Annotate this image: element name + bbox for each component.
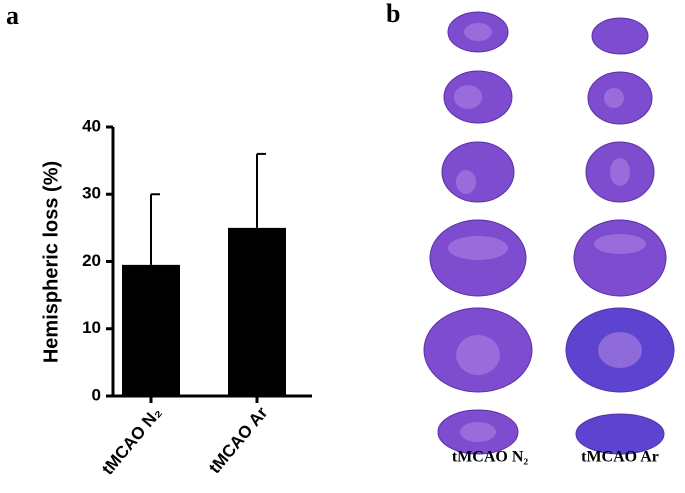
y-tick-label: 20	[82, 251, 101, 270]
x-tick-label: tMCAO N₂	[98, 403, 165, 478]
x-tick-label: tMCAO Ar	[205, 403, 272, 477]
brain-sections	[423, 11, 675, 455]
y-axis-label: Hemispheric loss (%)	[40, 161, 62, 363]
bar	[122, 264, 180, 396]
section-label: tMCAO Ar	[581, 449, 659, 466]
section-label: tMCAO N₂	[452, 449, 529, 466]
panel-label: a	[6, 1, 19, 30]
y-tick-label: 40	[82, 116, 101, 135]
y-tick-label: 30	[82, 184, 101, 203]
bar	[228, 227, 286, 396]
y-tick-label: 10	[82, 318, 101, 337]
panel-label: b	[386, 0, 400, 28]
y-tick-label: 0	[92, 385, 101, 404]
